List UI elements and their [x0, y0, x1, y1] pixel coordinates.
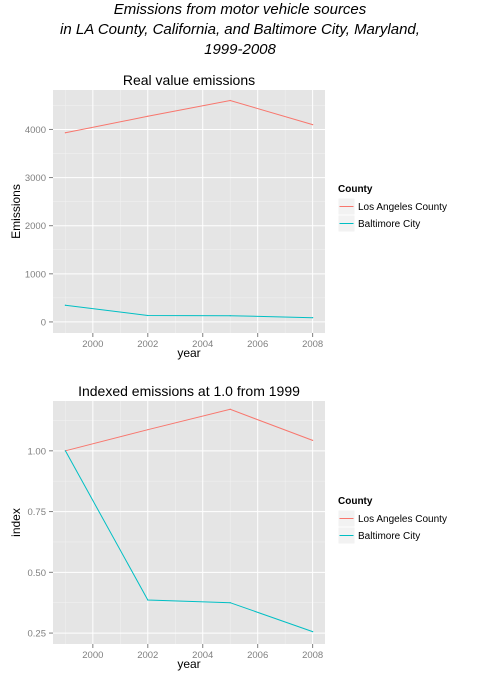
legend-label: Los Angeles County [358, 514, 447, 525]
data-point [229, 602, 231, 604]
x-tick-label: 2004 [192, 650, 213, 661]
data-point [312, 317, 314, 319]
legend-label: Baltimore City [358, 219, 420, 230]
data-point [229, 99, 231, 102]
y-tick-label: 2000 [25, 221, 46, 232]
x-tick-label: 2000 [82, 339, 103, 350]
y-tick-label: 1.00 [28, 446, 47, 457]
data-point [64, 304, 66, 306]
data-point [312, 123, 314, 126]
data-point [64, 132, 66, 134]
data-point [147, 314, 149, 317]
data-point [229, 315, 231, 317]
x-tick-label: 2000 [82, 650, 103, 661]
y-tick-label: 1000 [25, 269, 46, 280]
figure-title-line-3: 1999-2008 [204, 41, 276, 58]
legend-title: County [338, 496, 373, 507]
x-tick-label: 2006 [247, 339, 268, 350]
x-tick-label: 2008 [302, 650, 323, 661]
data-point [312, 631, 314, 633]
figure-title-line-1: Emissions from motor vehicle sources [113, 1, 367, 18]
y-tick-label: 0.75 [28, 507, 47, 518]
data-point [147, 599, 149, 601]
y-tick-label: 0 [41, 317, 46, 328]
y-tick-label: 0.25 [28, 629, 47, 640]
x-tick-label: 2004 [192, 339, 213, 350]
data-point [229, 408, 231, 410]
series-line-baltimore-city [65, 304, 313, 319]
x-tick-label: 2008 [302, 339, 323, 350]
plot-panel [53, 90, 325, 333]
y-axis-title: Emissions [9, 184, 23, 239]
legend-label: Los Angeles County [358, 202, 447, 213]
chart-1: 0 1000 2000 3000 4000 2000 2002 2004 2006 2008 yea… [9, 72, 447, 360]
data-point [64, 450, 66, 452]
series-line-baltimore-city [64, 450, 313, 633]
data-point [312, 439, 314, 441]
legend-label: Baltimore City [358, 531, 420, 542]
chart-2: 0.25 0.50 0.75 1.00 2000 2002 2004 2006 2008 year… [9, 383, 447, 671]
plot-panel [53, 401, 325, 644]
data-point [147, 429, 149, 431]
y-tick-label: 4000 [25, 125, 46, 136]
series-line-los-angeles-county [65, 99, 313, 134]
x-tick-label: 2006 [247, 650, 268, 661]
figure-title-line-2: in LA County, California, and Baltimore … [60, 21, 420, 38]
legend: County Los Angeles County Baltimore City [337, 496, 447, 545]
x-tick-label: 2002 [137, 650, 158, 661]
chart-title: Real value emissions [123, 72, 255, 88]
x-tick-label: 2002 [137, 339, 158, 350]
series-line-los-angeles-county [65, 408, 313, 452]
x-axis-title: year [177, 346, 200, 360]
figure-title: Emissions from motor vehicle sources in … [0, 0, 480, 60]
x-axis-title: year [177, 657, 200, 671]
legend: County Los Angeles County Baltimore City [337, 184, 447, 233]
data-point [147, 115, 149, 117]
legend-title: County [338, 184, 373, 195]
y-tick-label: 3000 [25, 173, 46, 184]
y-tick-label: 0.50 [28, 568, 47, 579]
chart-title: Indexed emissions at 1.0 from 1999 [78, 383, 300, 399]
y-axis-title: index [9, 508, 23, 537]
